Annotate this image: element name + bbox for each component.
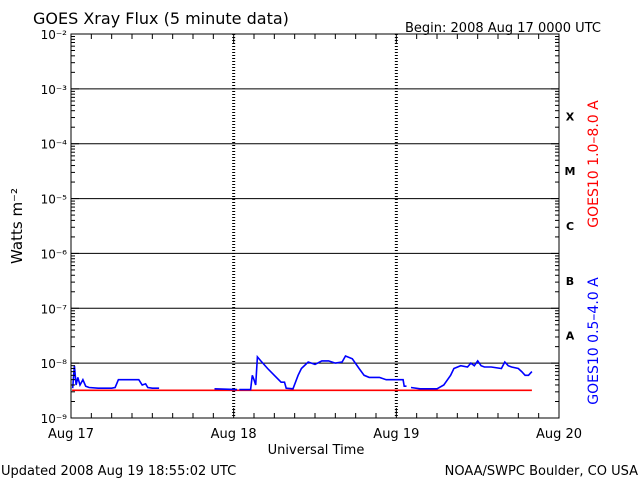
x-tick-label: Aug 19 — [373, 427, 419, 442]
y-tick-label: 10⁻³ — [41, 83, 68, 97]
flare-class-labels: X M C B A — [565, 110, 576, 342]
y-axis-label: Watts m⁻² — [8, 188, 26, 264]
legend-short-channel: GOES10 0.5–4.0 A — [586, 277, 602, 405]
grid-lines — [71, 34, 559, 418]
y-tick-label: 10⁻⁵ — [41, 193, 68, 207]
x-tick-label: Aug 17 — [48, 427, 94, 442]
series-line-short-channel — [71, 354, 533, 391]
begin-time: Begin: 2008 Aug 17 0000 UTC — [405, 21, 601, 36]
flare-class-label: B — [566, 275, 574, 288]
x-tick-label: Aug 20 — [536, 427, 582, 442]
x-tick-label: Aug 18 — [211, 427, 257, 442]
y-axis-ticks: 10⁻⁹ 10⁻⁸ 10⁻⁷ 10⁻⁶ 10⁻⁵ 10⁻⁴ 10⁻³ 10⁻² — [41, 28, 559, 426]
credit-line: NOAA/SWPC Boulder, CO USA — [445, 464, 638, 479]
flare-class-label: X — [566, 110, 575, 123]
legend-long-channel: GOES10 1.0–8.0 A — [586, 100, 602, 228]
y-tick-label: 10⁻⁶ — [41, 247, 68, 261]
flare-class-label: M — [565, 165, 576, 178]
updated-timestamp: Updated 2008 Aug 19 18:55:02 UTC — [1, 464, 236, 479]
y-tick-label: 10⁻⁴ — [41, 138, 68, 152]
plot-frame — [70, 33, 560, 419]
y-tick-label: 10⁻⁷ — [41, 302, 68, 316]
y-tick-label: 10⁻² — [41, 28, 68, 42]
y-tick-label: 10⁻⁹ — [41, 412, 68, 426]
flare-class-label: C — [566, 220, 574, 233]
y-tick-label: 10⁻⁸ — [41, 357, 68, 371]
flare-class-label: A — [566, 330, 575, 343]
x-axis-label: Universal Time — [268, 443, 365, 458]
x-axis-ticks: Aug 17 Aug 18 Aug 19 Aug 20 — [48, 34, 582, 442]
chart-title: GOES Xray Flux (5 minute data) — [33, 9, 289, 28]
series-lines — [71, 354, 533, 392]
